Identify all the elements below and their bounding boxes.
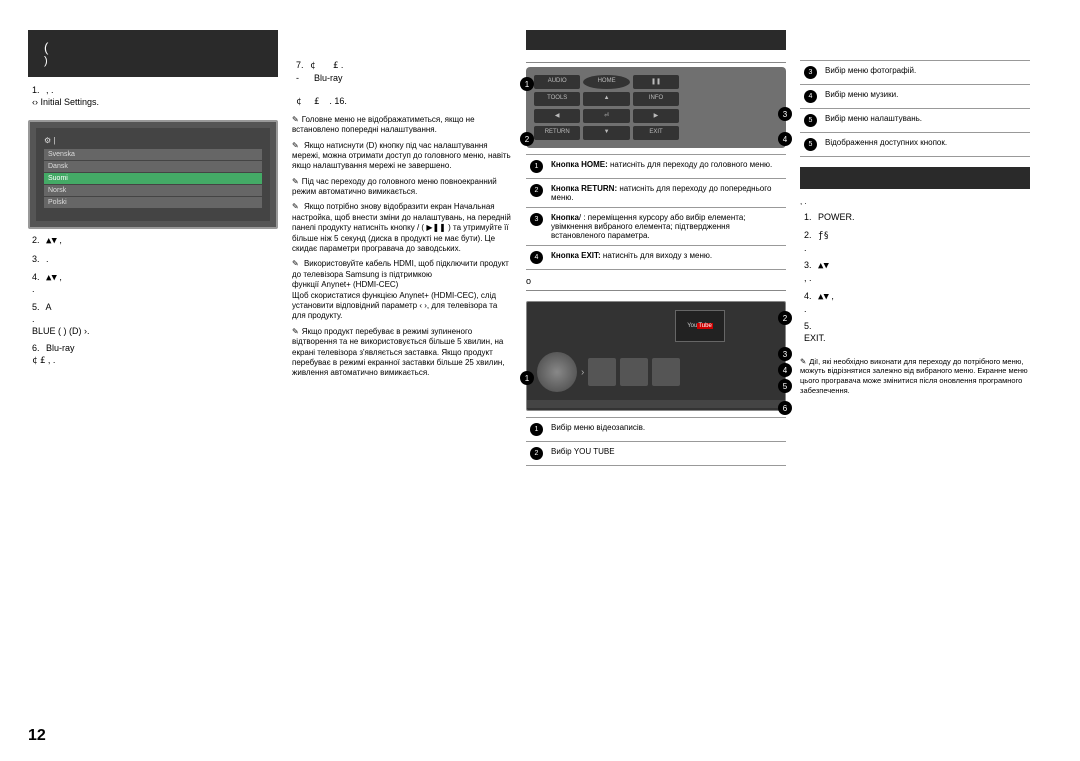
r-step-2: 2. ƒ§ . <box>804 230 1030 254</box>
header-sub-1: ) <box>36 55 270 71</box>
callout-4-icon: 4 <box>778 132 792 146</box>
home-button[interactable]: HOME <box>583 75 629 89</box>
callout-2-icon: 2 <box>520 132 534 146</box>
step-2: 2. ▲▼ , <box>32 235 278 248</box>
video-menu-icon[interactable] <box>537 352 577 392</box>
section-header-access <box>800 167 1030 189</box>
r-step-3: 3. ▲▼ , . <box>804 260 1030 284</box>
note-3: Під час переходу до головного меню повно… <box>292 177 512 198</box>
note-5: Використовуйте кабель HDMI, щоб підключи… <box>292 259 512 321</box>
left-button[interactable]: ◀ <box>534 109 580 123</box>
lang-norsk[interactable]: Norsk <box>44 185 262 196</box>
home-legend-table-2: 3 Вибір меню фотографій. 4 Вибір меню му… <box>800 60 1030 157</box>
return-button[interactable]: RETURN <box>534 126 580 140</box>
r-step-5: 5. EXIT. <box>804 321 1030 344</box>
lang-polski[interactable]: Polski <box>44 197 262 208</box>
home-legend-table: 1 Вибір меню відеозаписів. 2 Вибір YOU T… <box>526 417 786 466</box>
note-1: Головне меню не відображатиметься, якщо … <box>292 115 512 136</box>
home-screen: YouTube › <box>526 301 786 411</box>
home-bottom-bar <box>527 400 785 408</box>
step-3: 3. . <box>32 254 278 266</box>
r-step-4: 4. ▲▼ , . <box>804 291 1030 315</box>
hcallout-1-icon: 1 <box>520 371 534 385</box>
note-6: Якщо продукт перебуває в режимі зупинено… <box>292 327 512 379</box>
exit-button[interactable]: EXIT <box>633 126 679 140</box>
tv-title: ⚙ | <box>44 136 262 145</box>
pause-button[interactable]: ❚❚ <box>633 75 679 89</box>
info-button[interactable]: INFO <box>633 92 679 106</box>
tv-screen-initial: ⚙ | Svenska Dansk Suomi Norsk Polski <box>28 120 278 229</box>
step-1: 1. , . ‹› Initial Settings. <box>32 85 278 108</box>
step-4: 4. ▲▼ , . <box>32 272 278 296</box>
lang-dansk[interactable]: Dansk <box>44 161 262 172</box>
note-4: Якщо потрібно знову відобразити екран На… <box>292 202 512 254</box>
section-header-remote <box>526 30 786 50</box>
photo-menu-icon[interactable] <box>588 358 616 386</box>
r-step-1: 1. POWER. <box>804 212 1030 224</box>
hcallout-2-icon: 2 <box>778 311 792 325</box>
footnote: Дії, які необхідно виконати для переходу… <box>800 357 1030 396</box>
remote-control: AUDIO HOME ❚❚ TOOLS ▲ INFO ◀ ⏎ ▶ RETURN … <box>526 67 786 148</box>
lang-svenska[interactable]: Svenska <box>44 149 262 160</box>
home-label-o: o <box>526 276 786 286</box>
hcallout-5-icon: 5 <box>778 379 792 393</box>
remote-legend-table: 1 Кнопка HOME: натисніть для переходу до… <box>526 154 786 270</box>
up-button[interactable]: ▲ <box>583 92 629 106</box>
hcallout-3-icon: 3 <box>778 347 792 361</box>
header-title-1: ( <box>36 36 270 55</box>
step-7: 7. ¢ £ . - Blu-ray ¢ £ . 16. <box>296 60 512 109</box>
music-menu-icon[interactable] <box>620 358 648 386</box>
hcallout-6-icon: 6 <box>778 401 792 415</box>
step-5: 5. A . BLUE ( ) (D) ›. <box>32 302 278 337</box>
tools-button[interactable]: TOOLS <box>534 92 580 106</box>
hcallout-4-icon: 4 <box>778 363 792 377</box>
callout-1-icon: 1 <box>520 77 534 91</box>
right-button[interactable]: ▶ <box>633 109 679 123</box>
section-header-1: ( ) <box>28 30 278 77</box>
callout-3-icon: 3 <box>778 107 792 121</box>
youtube-tile[interactable]: YouTube <box>675 310 725 342</box>
settings-menu-icon[interactable] <box>652 358 680 386</box>
page-number: 12 <box>28 727 46 745</box>
note-2: Якщо натиснути (D) кнопку під час налашт… <box>292 141 512 172</box>
intro-text: , . <box>800 197 1030 207</box>
lang-suomi[interactable]: Suomi <box>44 173 262 184</box>
down-button[interactable]: ▼ <box>583 126 629 140</box>
audio-button[interactable]: AUDIO <box>534 75 580 89</box>
step-6: 6. Blu-ray ¢ £ , . <box>32 343 278 367</box>
ok-button[interactable]: ⏎ <box>583 109 629 123</box>
